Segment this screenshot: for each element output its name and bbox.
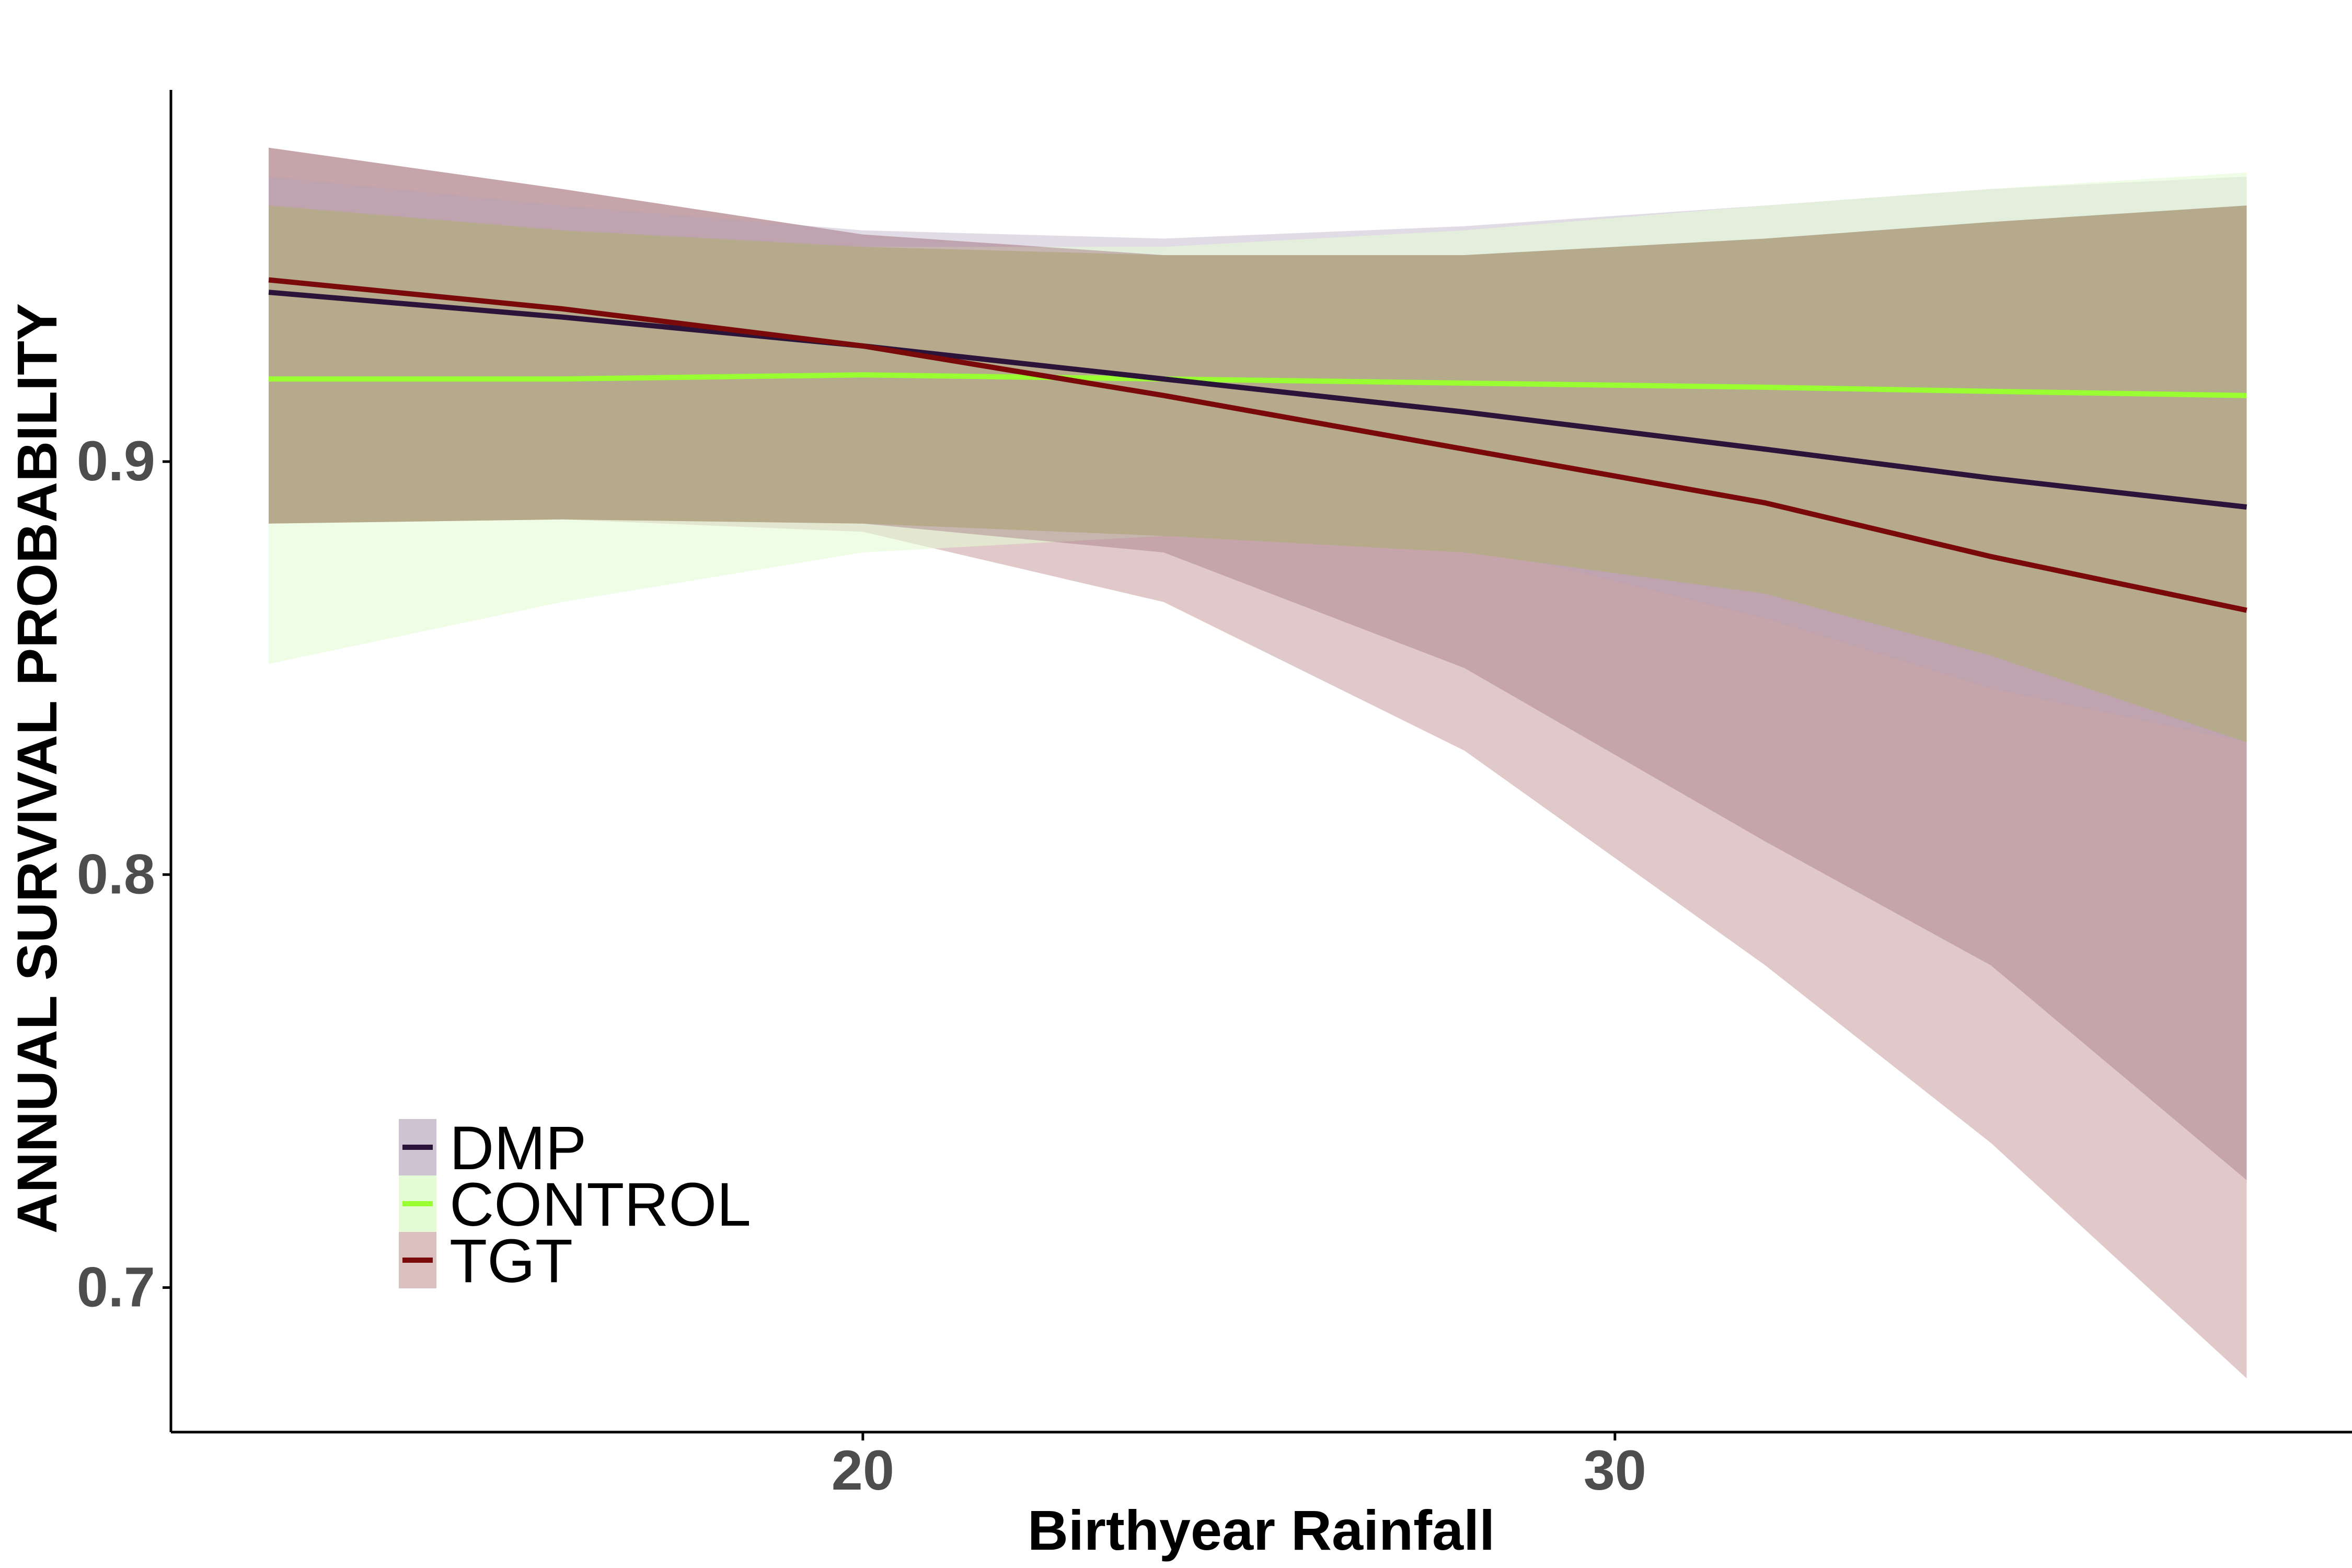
y-tick-label: 0.8 — [77, 842, 155, 905]
x-axis-title: Birthyear Rainfall — [1028, 1498, 1495, 1562]
series-lines — [268, 277, 2247, 613]
x-tick-label: 30 — [1584, 1438, 1646, 1502]
x-tick-label: 20 — [832, 1438, 894, 1502]
legend-label-dmp: DMP — [449, 1114, 586, 1183]
band-overlap — [269, 205, 2247, 743]
series-line-tgt — [268, 277, 2247, 613]
x-ticks: 20 30 — [832, 1432, 1646, 1502]
y-tick-label: 0.7 — [77, 1255, 155, 1318]
y-axis-title: ANNUAL SURVIVAL PROBABILITY — [5, 303, 68, 1233]
y-ticks: 0.7 0.8 0.9 — [77, 429, 171, 1318]
series-line-control — [269, 372, 2247, 398]
legend-label-tgt: TGT — [449, 1227, 573, 1296]
y-tick-label: 0.9 — [77, 429, 155, 492]
legend-label-control: CONTROL — [449, 1170, 751, 1239]
series-line-dmp — [268, 290, 2247, 510]
confidence-bands — [269, 147, 2247, 1379]
